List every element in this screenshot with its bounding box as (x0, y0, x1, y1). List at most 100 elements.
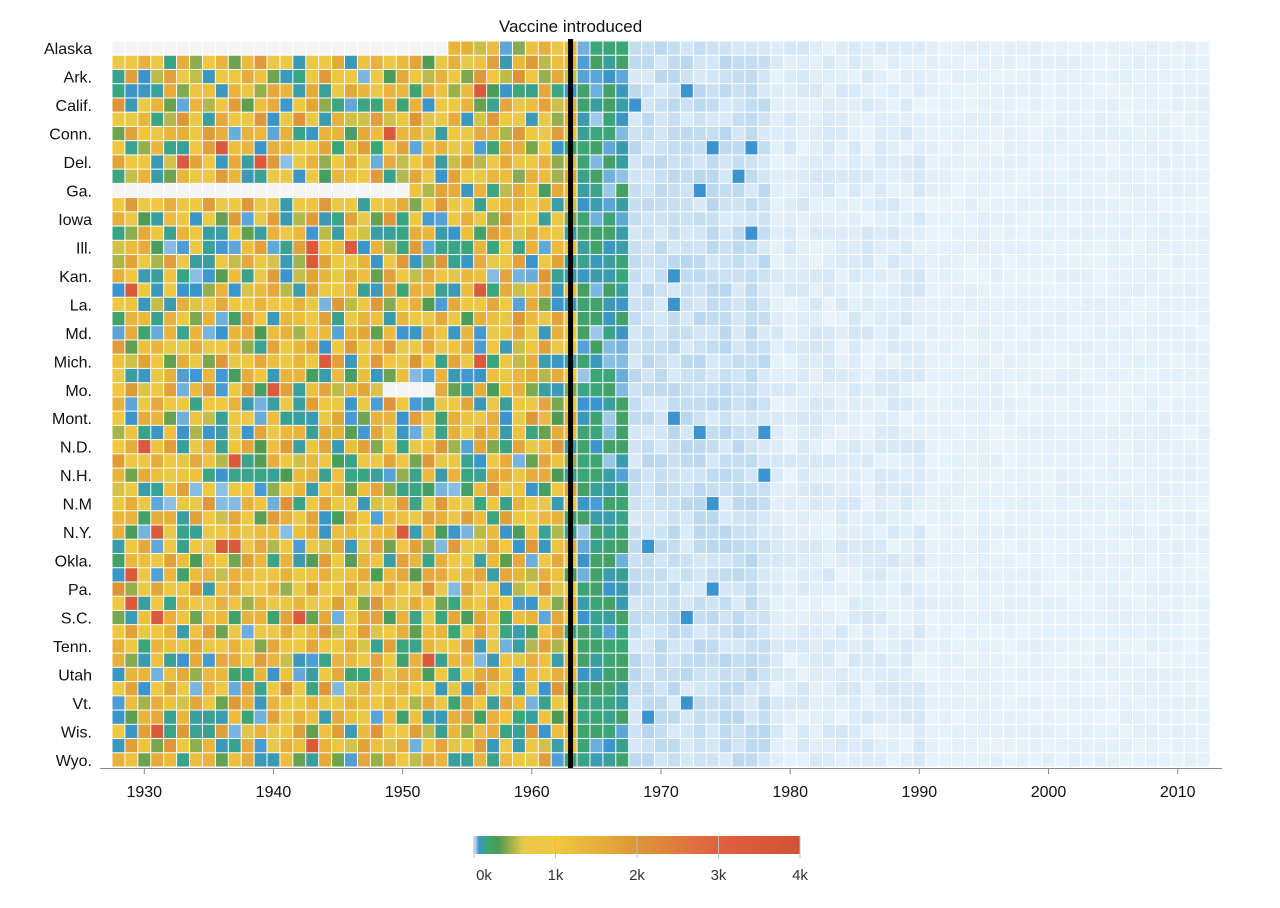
heatmap-cell (487, 183, 500, 198)
heatmap-cell (319, 269, 332, 283)
heatmap-cell (758, 753, 771, 767)
heatmap-cell (745, 482, 758, 497)
heatmap-cell (926, 468, 939, 482)
heatmap-cell (370, 682, 383, 696)
heatmap-cell (771, 753, 784, 767)
heatmap-cell (861, 468, 874, 482)
heatmap-cell (474, 582, 487, 596)
heatmap-cell (822, 667, 835, 682)
heatmap-cell (603, 497, 616, 511)
heatmap-cell (667, 710, 680, 724)
heatmap-cell (525, 283, 538, 297)
heatmap-cell (215, 639, 228, 653)
heatmap-cell (667, 240, 680, 255)
heatmap-cell (1042, 397, 1055, 411)
heatmap-cell (861, 625, 874, 639)
heatmap-cell (1068, 511, 1081, 525)
heatmap-cell (422, 141, 435, 155)
heatmap-cell (396, 753, 409, 767)
heatmap-cell (810, 724, 822, 739)
heatmap-cell (448, 155, 461, 169)
heatmap-cell (112, 283, 125, 297)
heatmap-cell (280, 84, 293, 98)
heatmap-cell (667, 41, 680, 55)
heatmap-cell (848, 468, 861, 482)
heatmap-cell (241, 724, 254, 739)
heatmap-cell (1081, 297, 1094, 311)
heatmap-cell (1171, 383, 1184, 397)
heatmap-cell (590, 639, 603, 653)
heatmap-cell (848, 326, 861, 340)
heatmap-cell (474, 653, 487, 667)
heatmap-cell (758, 710, 771, 724)
heatmap-cell (1197, 169, 1210, 183)
heatmap-cell (512, 183, 525, 198)
heatmap-cell (1132, 739, 1145, 753)
heatmap-cell (810, 682, 822, 696)
heatmap-cell (474, 340, 487, 354)
heatmap-cell (538, 55, 551, 69)
heatmap-cell (1081, 425, 1094, 440)
heatmap-cell (293, 397, 306, 411)
heatmap-cell (293, 582, 306, 596)
heatmap-cell (1184, 297, 1197, 311)
heatmap-cell (461, 525, 474, 539)
heatmap-cell (500, 425, 512, 440)
heatmap-cell (1042, 539, 1055, 553)
heatmap-cell (784, 255, 797, 269)
heatmap-cell (1003, 553, 1016, 568)
heatmap-cell (965, 183, 977, 198)
heatmap-cell (512, 141, 525, 155)
heatmap-cell (448, 739, 461, 753)
heatmap-cell (151, 724, 164, 739)
heatmap-cell (280, 639, 293, 653)
heatmap-cell (616, 240, 629, 255)
heatmap-cell (745, 568, 758, 582)
heatmap-cell (1158, 183, 1171, 198)
heatmap-cell (112, 126, 125, 141)
heatmap-cell (551, 368, 564, 383)
heatmap-cell (202, 568, 215, 582)
heatmap-cell (241, 468, 254, 482)
heatmap-cell (616, 212, 629, 226)
heatmap-cell (500, 482, 512, 497)
heatmap-cell (990, 212, 1003, 226)
heatmap-cell (848, 696, 861, 710)
heatmap-cell (835, 539, 848, 553)
heatmap-cell (758, 682, 771, 696)
heatmap-cell (1081, 340, 1094, 354)
heatmap-cell (422, 511, 435, 525)
heatmap-cell (512, 525, 525, 539)
heatmap-cell (1042, 724, 1055, 739)
heatmap-cell (835, 226, 848, 240)
heatmap-cell (228, 297, 241, 311)
heatmap-cell (409, 198, 422, 212)
heatmap-cell (151, 283, 164, 297)
heatmap-cell (164, 283, 177, 297)
heatmap-cell (228, 397, 241, 411)
heatmap-cell (629, 269, 642, 283)
heatmap-cell (990, 739, 1003, 753)
heatmap-cell (267, 667, 280, 682)
heatmap-cell (1081, 84, 1094, 98)
heatmap-cell (396, 482, 409, 497)
heatmap-cell (1016, 69, 1029, 84)
heatmap-cell (719, 739, 732, 753)
heatmap-cell (577, 84, 590, 98)
heatmap-cell (797, 653, 810, 667)
heatmap-cell (693, 440, 706, 454)
heatmap-cell (1094, 41, 1107, 55)
heatmap-cell (202, 297, 215, 311)
heatmap-cell (435, 397, 448, 411)
heatmap-cell (215, 297, 228, 311)
heatmap-cell (409, 539, 422, 553)
heatmap-cell (202, 383, 215, 397)
heatmap-cell (151, 226, 164, 240)
heatmap-cell (332, 724, 345, 739)
heatmap-cell (487, 98, 500, 112)
heatmap-cell (926, 440, 939, 454)
heatmap-cell (138, 155, 151, 169)
heatmap-cell (848, 411, 861, 425)
heatmap-cell (1016, 525, 1029, 539)
heatmap-cell (926, 383, 939, 397)
